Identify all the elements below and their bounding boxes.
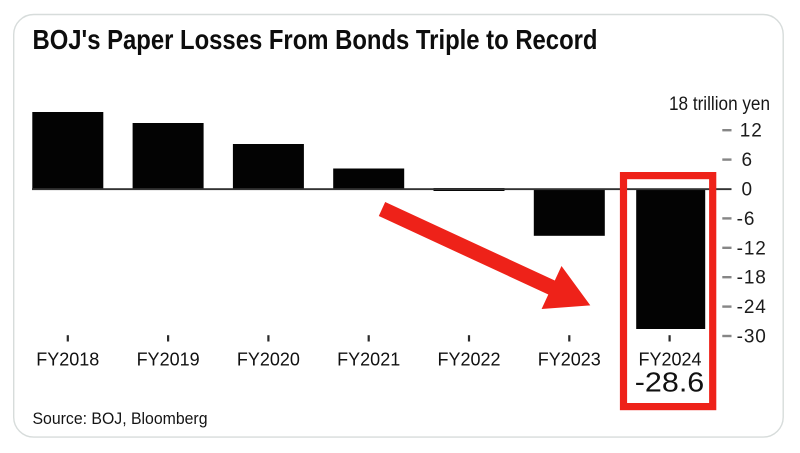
svg-text:FY2023: FY2023	[538, 349, 601, 369]
svg-text:-24: -24	[737, 297, 767, 318]
svg-text:FY2020: FY2020	[237, 349, 300, 369]
svg-text:-18: -18	[737, 268, 767, 289]
svg-text:FY2019: FY2019	[137, 349, 200, 369]
svg-text:FY2022: FY2022	[437, 349, 500, 369]
svg-text:18 trillion yen: 18 trillion yen	[669, 94, 770, 115]
svg-text:-30: -30	[737, 327, 767, 348]
svg-text:Source: BOJ, Bloomberg: Source: BOJ, Bloomberg	[33, 409, 208, 428]
svg-text:0: 0	[742, 180, 753, 201]
svg-text:FY2024: FY2024	[638, 349, 701, 369]
svg-text:FY2018: FY2018	[36, 349, 99, 369]
svg-text:6: 6	[742, 150, 753, 171]
svg-text:BOJ's Paper Losses From Bonds: BOJ's Paper Losses From Bonds Triple to …	[33, 24, 598, 55]
svg-text:FY2021: FY2021	[337, 349, 400, 369]
svg-text:-28.6: -28.6	[635, 366, 705, 397]
svg-text:-12: -12	[737, 238, 767, 259]
svg-text:12: 12	[740, 121, 763, 142]
svg-text:-6: -6	[737, 209, 756, 230]
